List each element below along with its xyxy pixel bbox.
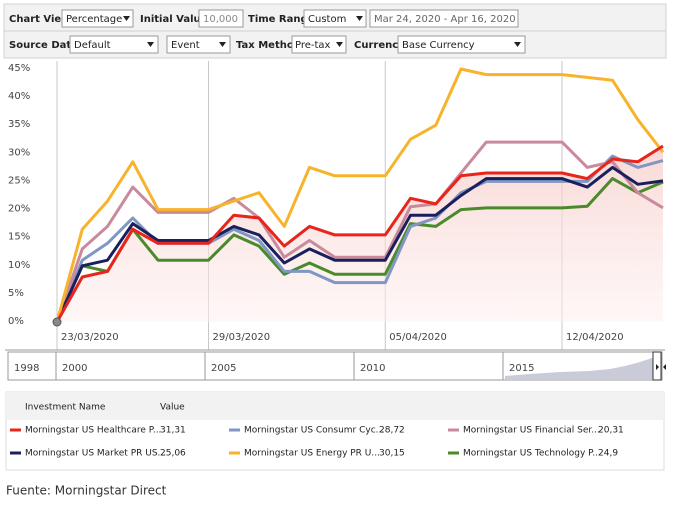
series-line [55, 177, 664, 323]
legend-name: Morningstar US Consumr Cyc... [244, 426, 384, 436]
y-tick-label: 35% [8, 119, 30, 130]
label: Chart View [9, 14, 70, 25]
x-tick-label: 12/04/2020 [566, 332, 624, 343]
series-line [55, 67, 665, 323]
y-tick-label: 20% [8, 204, 30, 215]
dropdown-arrow [336, 42, 343, 47]
x-tick-label: 29/03/2020 [213, 332, 271, 343]
y-tick-label: 10% [8, 260, 30, 271]
handle-arrows [656, 364, 666, 370]
legend-value: 24,9 [598, 449, 618, 459]
series-line [55, 140, 664, 323]
label: Tax Method [236, 40, 301, 51]
dropdown-value: Event [171, 40, 200, 51]
y-tick-label: 45% [8, 63, 30, 74]
series-line [55, 144, 664, 323]
navigator-label: 2015 [509, 363, 534, 374]
dropdown[interactable] [69, 35, 159, 54]
navigator-label: 2010 [360, 363, 385, 374]
dropdown-value: Percentage [66, 14, 122, 25]
label: Initial Value [140, 14, 208, 25]
series-area [57, 146, 663, 322]
date-value: Mar 24, 2020 - Apr 16, 2020 [374, 14, 516, 25]
dropdown-arrow [356, 16, 363, 21]
dropdown-arrow [147, 42, 154, 47]
legend-name: Morningstar US Technology P... [463, 449, 601, 459]
y-tick-label: 0% [8, 316, 24, 327]
x-tick-label: 05/04/2020 [389, 332, 447, 343]
label: Time Range [248, 14, 315, 25]
navigator-label: 2005 [211, 363, 236, 374]
start-point [52, 317, 62, 327]
legend-name: Morningstar US Market PR US... [25, 449, 166, 459]
x-tick-label: 23/03/2020 [61, 332, 119, 343]
navigator-area [505, 356, 655, 380]
input[interactable] [198, 9, 244, 28]
y-tick-label: 40% [8, 91, 30, 102]
dropdown-arrow [219, 42, 226, 47]
dropdown-value: Pre-tax [295, 40, 331, 51]
y-tick-label: 5% [8, 288, 24, 299]
dropdown[interactable] [166, 35, 231, 54]
input-value: 10,000 [203, 14, 238, 25]
dropdown-arrow [123, 16, 130, 21]
legend-column: Investment Name [25, 403, 106, 413]
navigator-label: 1998 [14, 363, 39, 374]
navigator-labels: 1998 2000 2005 2010 2015 [14, 352, 534, 380]
dropdown-value: Base Currency [402, 40, 475, 51]
dropdown-arrow [514, 42, 521, 47]
source-note: Fuente: Morningstar Direct [6, 484, 167, 498]
y-tick-label: 25% [8, 175, 30, 186]
legend-value: 25,06 [160, 449, 186, 459]
legend-name: Morningstar US Healthcare P... [25, 426, 161, 436]
date-input[interactable] [369, 9, 519, 28]
legend-name: Morningstar US Energy PR U... [244, 449, 380, 459]
dropdown[interactable] [397, 35, 526, 54]
legend-value: 30,15 [379, 449, 405, 459]
dropdown[interactable] [61, 9, 134, 28]
legend-name: Morningstar US Financial Ser... [463, 426, 600, 436]
legend-items: Morningstar US Healthcare P...31,31 Morni… [10, 426, 624, 459]
dropdown-value: Default [74, 40, 111, 51]
dropdown[interactable] [303, 9, 367, 28]
dropdown-value: Custom [308, 14, 346, 25]
series-line [55, 165, 664, 323]
label: Source Data [9, 40, 78, 51]
y-tick-label: 15% [8, 232, 30, 243]
legend-header [6, 392, 664, 420]
y-tick-label: 30% [8, 147, 30, 158]
legend-value: 31,31 [160, 426, 186, 436]
plot: 0% 5% 10% 15% 20% 25% 30% 35% 40% 45% 23/03/2020 29… [5, 60, 665, 351]
legend-value: 28,72 [379, 426, 405, 436]
navigator-label: 2000 [62, 363, 87, 374]
legend-value: 20,31 [598, 426, 624, 436]
label: Currency [354, 40, 405, 51]
dropdown[interactable] [291, 35, 347, 54]
legend-column: Value [160, 403, 185, 413]
